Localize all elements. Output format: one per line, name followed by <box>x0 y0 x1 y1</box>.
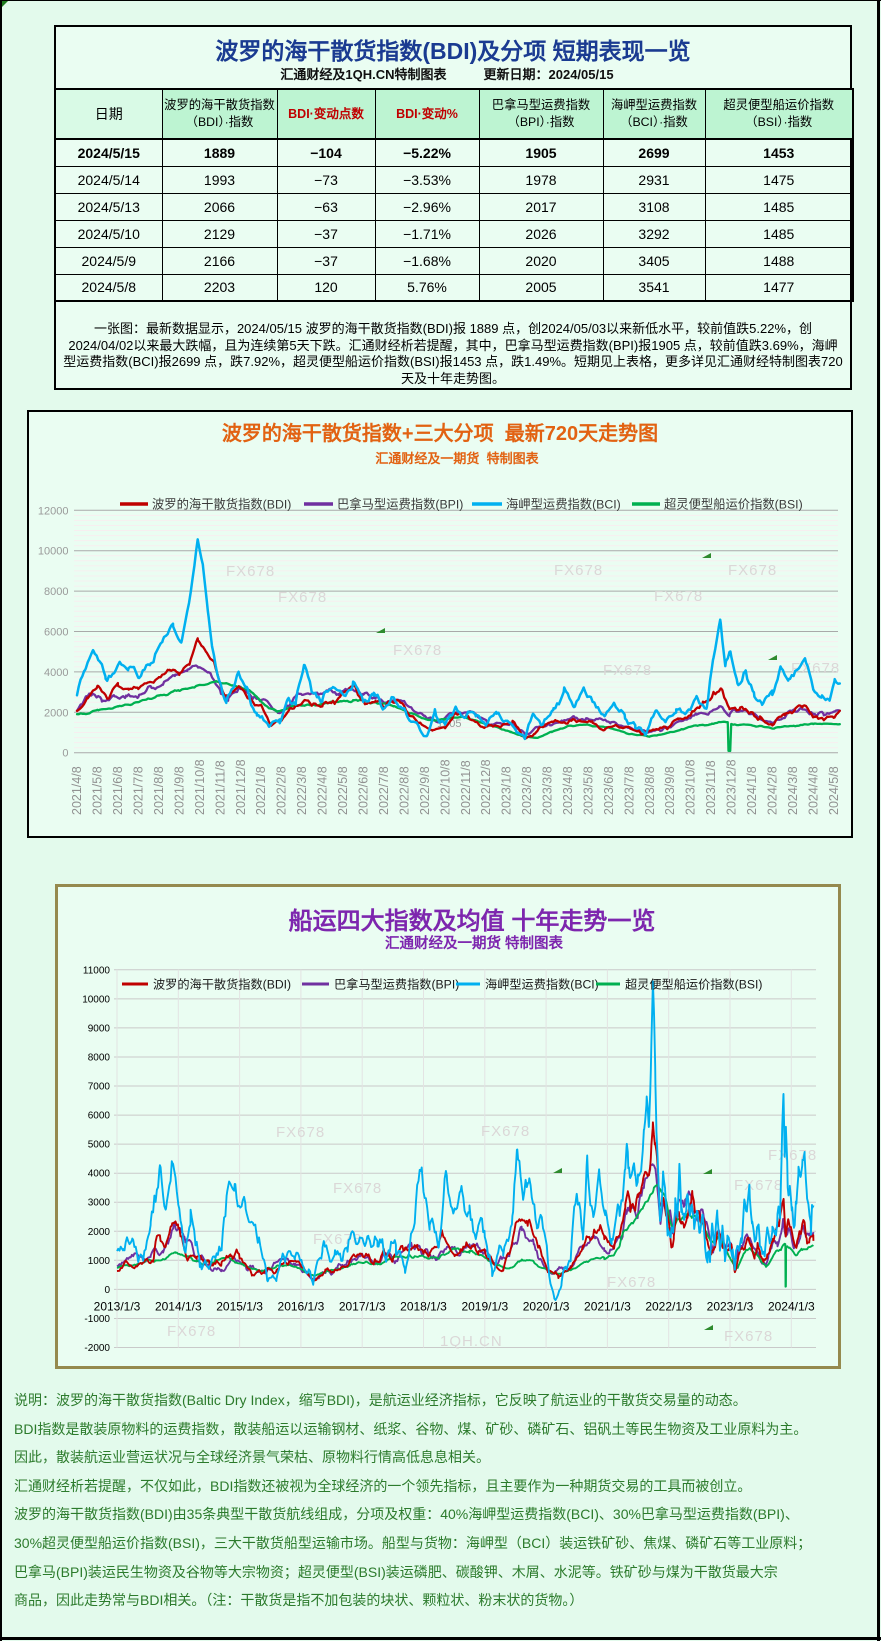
svg-text:2024/2/8: 2024/2/8 <box>766 766 780 815</box>
svg-text:-1000: -1000 <box>84 1314 110 1325</box>
svg-text:2000: 2000 <box>88 1227 111 1238</box>
svg-text:巴拿马型运费指数(BPI): 巴拿马型运费指数(BPI) <box>334 977 459 992</box>
svg-text:2022/10/8: 2022/10/8 <box>438 759 452 815</box>
svg-text:4000: 4000 <box>44 667 68 679</box>
svg-text:2023/10/8: 2023/10/8 <box>684 759 698 815</box>
svg-text:1QH.CN: 1QH.CN <box>440 1333 503 1350</box>
svg-text:波罗的海干散货指数(BDI): 波罗的海干散货指数(BDI) <box>152 497 291 512</box>
svg-text:2023/6/8: 2023/6/8 <box>602 766 616 815</box>
svg-text:5000: 5000 <box>88 1140 111 1151</box>
svg-text:2017/1/3: 2017/1/3 <box>339 1300 386 1314</box>
svg-text:波罗的海干散货指数(BDI): 波罗的海干散货指数(BDI) <box>153 977 291 992</box>
svg-text:2024/3/8: 2024/3/8 <box>786 766 800 815</box>
svg-text:0: 0 <box>104 1285 110 1296</box>
svg-text:2023/1/3: 2023/1/3 <box>707 1300 754 1314</box>
svg-text:FX678: FX678 <box>724 1328 773 1345</box>
svg-text:FX678: FX678 <box>278 589 327 606</box>
svg-text:FX678: FX678 <box>607 1274 656 1291</box>
svg-text:10000: 10000 <box>38 546 69 558</box>
svg-text:2022/2/8: 2022/2/8 <box>275 766 289 815</box>
svg-text:2021/10/8: 2021/10/8 <box>193 759 207 815</box>
svg-text:FX678: FX678 <box>554 562 603 579</box>
svg-text:巴拿马型运费指数(BPI): 巴拿马型运费指数(BPI) <box>337 497 463 512</box>
svg-text:2024/1/8: 2024/1/8 <box>745 766 759 815</box>
svg-text:2022/4/8: 2022/4/8 <box>316 766 330 815</box>
svg-text:3000: 3000 <box>88 1198 111 1209</box>
svg-text:FX678: FX678 <box>791 660 840 677</box>
svg-text:FX678: FX678 <box>226 563 275 580</box>
svg-text:2016/1/3: 2016/1/3 <box>278 1300 325 1314</box>
svg-text:2022/7/8: 2022/7/8 <box>377 766 391 815</box>
svg-text:FX678: FX678 <box>654 588 703 605</box>
svg-text:2024/5/8: 2024/5/8 <box>827 766 841 815</box>
svg-text:FX678: FX678 <box>333 1180 382 1197</box>
svg-text:2022/12/8: 2022/12/8 <box>479 759 493 815</box>
svg-text:2013/1/3: 2013/1/3 <box>94 1300 141 1314</box>
svg-text:海岬型运费指数(BCI): 海岬型运费指数(BCI) <box>485 977 599 992</box>
svg-text:2023/3/8: 2023/3/8 <box>541 766 555 815</box>
svg-text:2022/9/8: 2022/9/8 <box>418 766 432 815</box>
svg-text:2023/12/8: 2023/12/8 <box>725 759 739 815</box>
svg-text:8000: 8000 <box>88 1053 111 1064</box>
svg-text:2022/6/8: 2022/6/8 <box>357 766 371 815</box>
svg-text:2021/6/8: 2021/6/8 <box>111 766 125 815</box>
svg-text:10000: 10000 <box>82 994 110 1005</box>
svg-text:2023/4/8: 2023/4/8 <box>561 766 575 815</box>
svg-text:FX678: FX678 <box>167 1323 216 1340</box>
svg-text:2022/1/3: 2022/1/3 <box>645 1300 692 1314</box>
svg-text:1000: 1000 <box>88 1256 111 1267</box>
svg-text:4000: 4000 <box>88 1169 111 1180</box>
svg-text:0: 0 <box>62 748 68 760</box>
svg-text:2023/11/8: 2023/11/8 <box>704 760 718 815</box>
svg-text:FX678: FX678 <box>481 1123 530 1140</box>
svg-text:2024/4/8: 2024/4/8 <box>806 766 820 815</box>
svg-text:超灵便型船运价指数(BSI): 超灵便型船运价指数(BSI) <box>625 977 762 992</box>
svg-text:6000: 6000 <box>44 627 68 639</box>
svg-text:2022/11/8: 2022/11/8 <box>459 760 473 815</box>
svg-text:2021/12/8: 2021/12/8 <box>234 759 248 815</box>
svg-text:2019/1/3: 2019/1/3 <box>461 1300 508 1314</box>
svg-text:2000: 2000 <box>44 707 68 719</box>
svg-text:9000: 9000 <box>88 1023 111 1034</box>
svg-text:2021/7/8: 2021/7/8 <box>132 766 146 815</box>
svg-text:超灵便型船运价指数(BSI): 超灵便型船运价指数(BSI) <box>664 497 803 512</box>
svg-text:2021/11/8: 2021/11/8 <box>213 760 227 815</box>
svg-text:-2000: -2000 <box>84 1343 110 1354</box>
svg-text:海岬型运费指数(BCI): 海岬型运费指数(BCI) <box>506 497 621 512</box>
svg-text:FX678: FX678 <box>728 562 777 579</box>
svg-text:2021/9/8: 2021/9/8 <box>172 766 186 815</box>
svg-text:2022/3/8: 2022/3/8 <box>295 766 309 815</box>
svg-text:2014/1/3: 2014/1/3 <box>155 1300 202 1314</box>
svg-text:11000: 11000 <box>83 965 111 976</box>
svg-text:2015/1/3: 2015/1/3 <box>216 1300 263 1314</box>
svg-text:2022/1/8: 2022/1/8 <box>254 766 268 815</box>
svg-text:2023/9/8: 2023/9/8 <box>663 766 677 815</box>
svg-text:2023/7/8: 2023/7/8 <box>622 766 636 815</box>
svg-text:2021/5/8: 2021/5/8 <box>91 766 105 815</box>
svg-text:2020/1/3: 2020/1/3 <box>523 1300 570 1314</box>
svg-text:FX678: FX678 <box>734 1177 783 1194</box>
svg-text:2021/4/8: 2021/4/8 <box>70 766 84 815</box>
svg-text:2021/1/3: 2021/1/3 <box>584 1300 631 1314</box>
svg-text:2022/5/8: 2022/5/8 <box>336 766 350 815</box>
svg-text:2023/8/8: 2023/8/8 <box>643 766 657 815</box>
svg-text:FX678: FX678 <box>393 642 442 659</box>
svg-text:FX678: FX678 <box>768 1147 817 1164</box>
svg-text:2021/8/8: 2021/8/8 <box>152 766 166 815</box>
svg-text:6000: 6000 <box>88 1111 111 1122</box>
svg-text:2023/5/8: 2023/5/8 <box>582 766 596 815</box>
svg-text:FX678: FX678 <box>603 662 652 679</box>
svg-text:2022/8/8: 2022/8/8 <box>397 766 411 815</box>
svg-text:8000: 8000 <box>44 586 68 598</box>
svg-text:7000: 7000 <box>88 1082 111 1093</box>
svg-text:2023/2/8: 2023/2/8 <box>520 766 534 815</box>
svg-text:2018/1/3: 2018/1/3 <box>400 1300 447 1314</box>
svg-text:2023/1/8: 2023/1/8 <box>500 766 514 815</box>
svg-text:FX678: FX678 <box>276 1124 325 1141</box>
svg-text:2024/1/3: 2024/1/3 <box>768 1300 815 1314</box>
svg-text:12000: 12000 <box>38 505 69 517</box>
